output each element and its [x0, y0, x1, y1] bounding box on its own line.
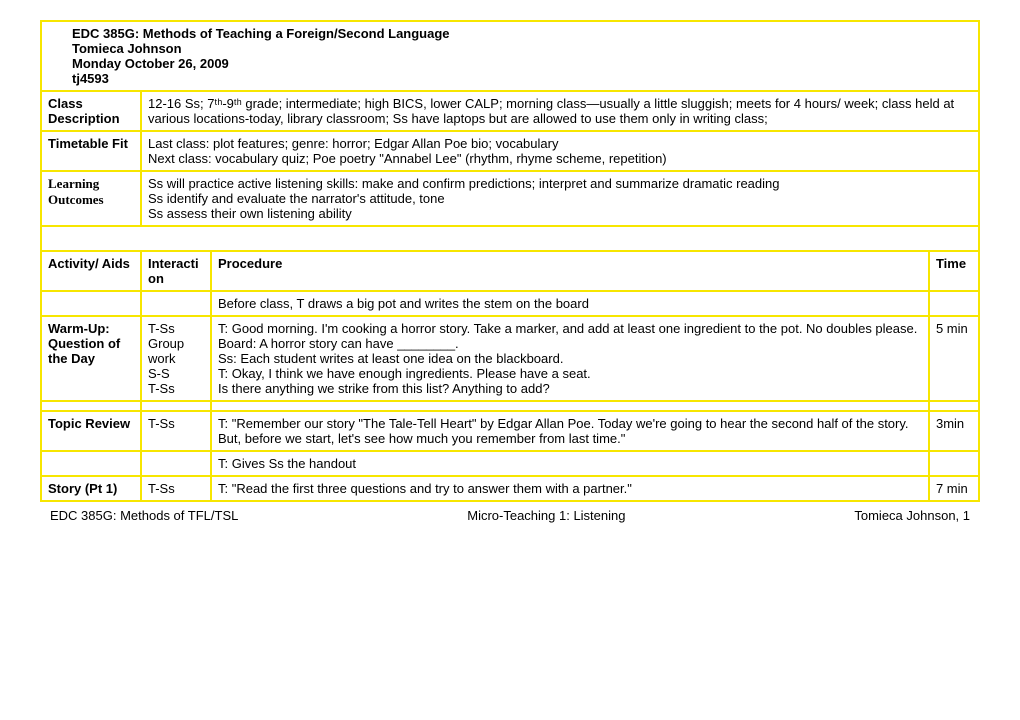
spacer-row-2: [41, 401, 979, 411]
timetable-line2: Next class: vocabulary quiz; Poe poetry …: [148, 151, 972, 166]
learning-value: Ss will practice active listening skills…: [141, 171, 979, 226]
warmup-time: 5 min: [929, 316, 979, 401]
column-header-row: Activity/ Aids Interaction Procedure Tim…: [41, 251, 979, 291]
preclass-proc: Before class, T draws a big pot and writ…: [211, 291, 929, 316]
footer-left: EDC 385G: Methods of TFL/TSL: [50, 508, 238, 523]
story-row: Story (Pt 1) T-Ss T: "Read the first thr…: [41, 476, 979, 501]
footer: EDC 385G: Methods of TFL/TSL Micro-Teach…: [40, 508, 980, 523]
class-desc-label: Class Description: [41, 91, 141, 131]
class-description-row: Class Description 12-16 Ss; 7ᵗʰ-9ᵗʰ grad…: [41, 91, 979, 131]
warmup-interaction: T-Ss Group work S-S T-Ss: [141, 316, 211, 401]
header-row: EDC 385G: Methods of Teaching a Foreign/…: [41, 21, 979, 91]
learning-line3: Ss assess their own listening ability: [148, 206, 972, 221]
course-title: EDC 385G: Methods of Teaching a Foreign/…: [48, 26, 972, 41]
lesson-plan-table: EDC 385G: Methods of Teaching a Foreign/…: [40, 20, 980, 502]
timetable-label: Timetable Fit: [41, 131, 141, 171]
story-interaction: T-Ss: [141, 476, 211, 501]
footer-mid: Micro-Teaching 1: Listening: [467, 508, 625, 523]
author-name: Tomieca Johnson: [48, 41, 972, 56]
col-time: Time: [929, 251, 979, 291]
story-activity: Story (Pt 1): [41, 476, 141, 501]
preclass-row: Before class, T draws a big pot and writ…: [41, 291, 979, 316]
learning-line1: Ss will practice active listening skills…: [148, 176, 972, 191]
col-activity: Activity/ Aids: [41, 251, 141, 291]
handout-proc: T: Gives Ss the handout: [211, 451, 929, 476]
timetable-line1: Last class: plot features; genre: horror…: [148, 136, 972, 151]
warmup-procedure: T: Good morning. I'm cooking a horror st…: [211, 316, 929, 401]
col-interaction: Interaction: [141, 251, 211, 291]
col-procedure: Procedure: [211, 251, 929, 291]
topic-interaction: T-Ss: [141, 411, 211, 451]
topic-procedure: T: "Remember our story "The Tale-Tell He…: [211, 411, 929, 451]
topic-review-row: Topic Review T-Ss T: "Remember our story…: [41, 411, 979, 451]
topic-activity: Topic Review: [41, 411, 141, 451]
handout-row: T: Gives Ss the handout: [41, 451, 979, 476]
footer-right: Tomieca Johnson, 1: [854, 508, 970, 523]
class-desc-value: 12-16 Ss; 7ᵗʰ-9ᵗʰ grade; intermediate; h…: [141, 91, 979, 131]
timetable-row: Timetable Fit Last class: plot features;…: [41, 131, 979, 171]
id: tj4593: [48, 71, 972, 86]
story-procedure: T: "Read the first three questions and t…: [211, 476, 929, 501]
learning-line2: Ss identify and evaluate the narrator's …: [148, 191, 972, 206]
spacer-row: [41, 226, 979, 251]
story-time: 7 min: [929, 476, 979, 501]
timetable-value: Last class: plot features; genre: horror…: [141, 131, 979, 171]
learning-label: Learning Outcomes: [41, 171, 141, 226]
warmup-row: Warm-Up: Question of the Day T-Ss Group …: [41, 316, 979, 401]
topic-time: 3min: [929, 411, 979, 451]
warmup-activity: Warm-Up: Question of the Day: [41, 316, 141, 401]
date: Monday October 26, 2009: [48, 56, 972, 71]
learning-row: Learning Outcomes Ss will practice activ…: [41, 171, 979, 226]
